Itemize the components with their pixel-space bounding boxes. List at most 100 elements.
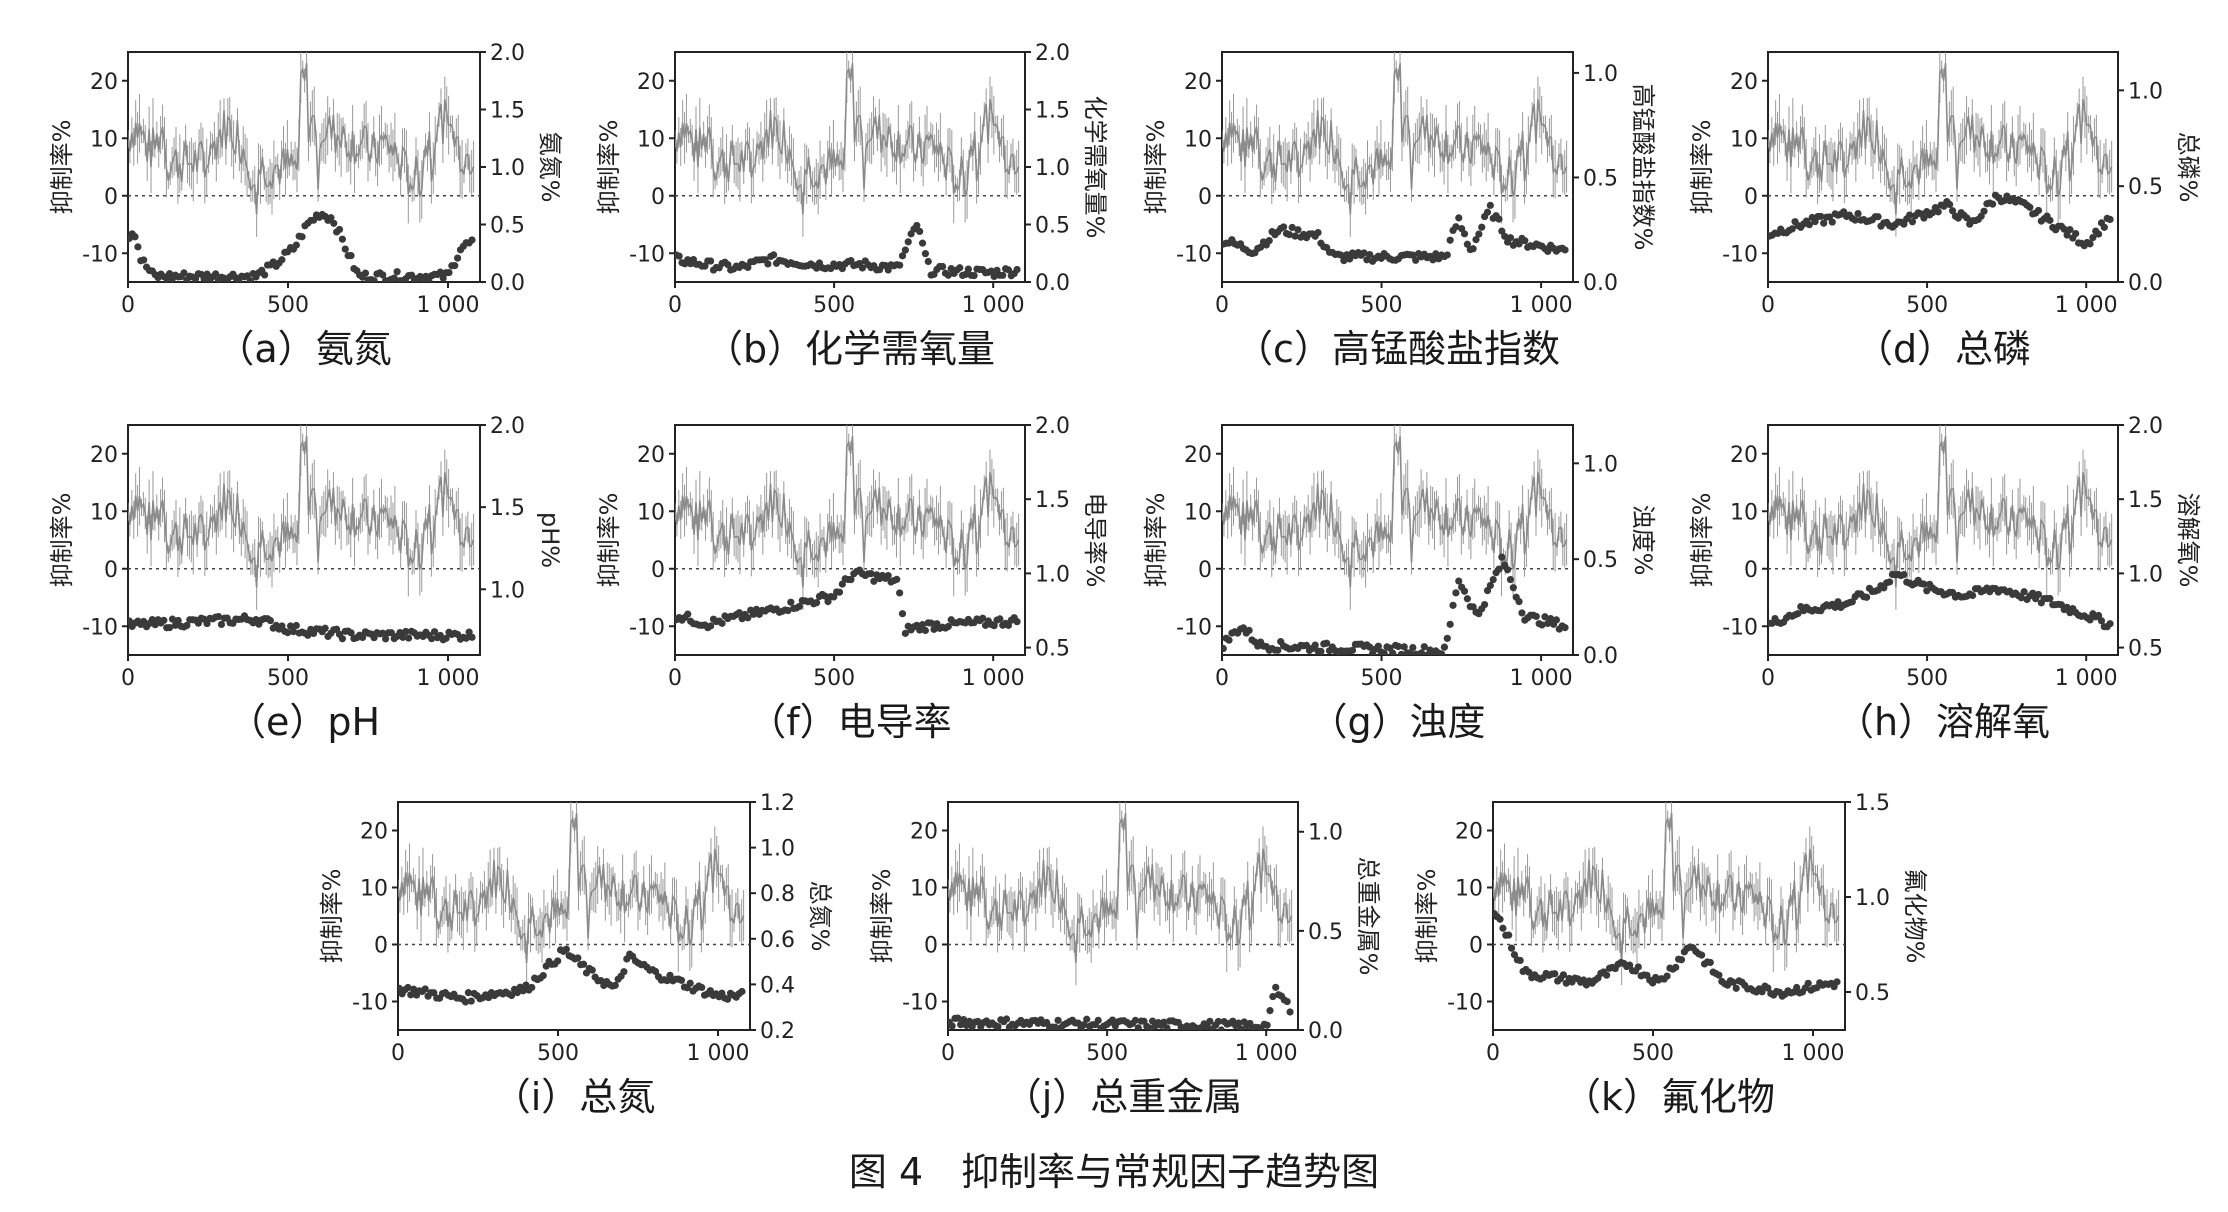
factor-data-point (1954, 214, 1962, 222)
factor-data-point (1920, 214, 1928, 222)
factor-data-point (335, 225, 344, 234)
factor-data-point (948, 1022, 956, 1030)
factor-data-point (1463, 240, 1471, 248)
left-tick-label: 10 (90, 127, 118, 152)
factor-data-point (1363, 256, 1371, 264)
panel-caption: （k）氟化物 (1563, 1075, 1775, 1119)
factor-data-point (1412, 256, 1420, 264)
figure-caption: 图 4 抑制率与常规因子趋势图 (849, 1150, 1379, 1194)
factor-data-point (835, 588, 844, 596)
panel-caption: （d）总磷 (1855, 327, 2031, 371)
factor-data-point (588, 966, 596, 974)
factor-data-point (1472, 235, 1480, 244)
factor-data-point (2034, 590, 2043, 599)
left-axis-label: 抑制率% (1142, 493, 1170, 588)
factor-data-point (987, 267, 995, 275)
x-tick-label: 1 000 (1782, 1041, 1845, 1066)
factor-data-point (1452, 223, 1460, 231)
right-axis-label: 化学需氧量% (1081, 96, 1109, 239)
right-tick-label: 0.5 (1035, 214, 1070, 239)
factor-data-point (2060, 225, 2068, 233)
left-tick-label: 10 (910, 877, 938, 902)
factor-data-point (203, 270, 211, 278)
left-tick-label: 10 (360, 877, 388, 902)
factor-data-point (1499, 924, 1507, 932)
factor-data-point (410, 985, 418, 993)
factor-data-point (1672, 963, 1680, 971)
factor-data-point (666, 971, 674, 979)
x-tick-label: 1 000 (1235, 1041, 1298, 1066)
factor-data-point (1515, 240, 1523, 248)
inhibition-series-line (675, 436, 1020, 588)
factor-data-point (1380, 649, 1388, 655)
factor-data-point (1923, 587, 1931, 595)
factor-data-point (956, 264, 964, 272)
chart-panel-e: 20 10 0 -10 2.0 1.5 1.0 0 500 1 000 抑制率% pH% （e）pH (48, 414, 564, 744)
inhibition-series-line (128, 63, 475, 215)
panel-caption: （e）pH (228, 700, 380, 744)
factor-data-point (338, 235, 346, 243)
factor-data-point (1283, 997, 1291, 1006)
factor-data-point (1269, 992, 1277, 1001)
factor-data-point (2097, 617, 2106, 625)
plot-frame (1221, 424, 1574, 656)
factor-data-point (1263, 1021, 1271, 1029)
factor-data-point (924, 257, 932, 266)
left-tick-label: 0 (651, 185, 665, 210)
left-tick-label: -10 (82, 242, 118, 267)
factor-data-point (2063, 603, 2071, 611)
factor-data-point (554, 957, 562, 965)
x-tick-label: 500 (1906, 293, 1948, 318)
factor-data-point (2026, 203, 2034, 211)
factor-data-point (461, 998, 470, 1006)
factor-data-point (1833, 978, 1841, 986)
factor-data-point (795, 602, 804, 611)
inhibition-series-line (1222, 63, 1568, 215)
factor-data-point (1348, 646, 1357, 654)
factor-data-point (292, 241, 300, 249)
left-axis-label: 抑制率% (595, 120, 623, 215)
factor-data-point (1443, 251, 1451, 259)
x-tick-label: 1 000 (962, 666, 1025, 691)
factor-data-point (1544, 247, 1552, 255)
factor-data-point (904, 238, 912, 246)
factor-data-point (1788, 225, 1796, 233)
factor-data-point (1541, 613, 1549, 621)
factor-data-point (347, 251, 355, 260)
factor-data-point (1443, 634, 1451, 642)
factor-data-point (1758, 988, 1766, 996)
left-tick-label: -10 (1176, 242, 1212, 267)
right-tick-label: 0.5 (490, 214, 525, 239)
right-tick-label: 0.6 (760, 928, 795, 953)
factor-data-point (1503, 566, 1512, 574)
left-tick-label: 0 (104, 558, 118, 583)
left-tick-label: -10 (1447, 991, 1483, 1016)
factor-data-point (1525, 968, 1533, 976)
factor-data-point (513, 989, 521, 997)
factor-data-point (442, 634, 450, 642)
factor-data-point (896, 261, 904, 269)
factor-data-point (180, 269, 188, 277)
factor-data-point (1900, 220, 1908, 228)
factor-data-point (1002, 1015, 1011, 1023)
factor-data-point (1516, 956, 1524, 965)
right-tick-label: 0.0 (1035, 271, 1070, 296)
left-tick-label: 20 (910, 820, 938, 845)
left-tick-label: -10 (1176, 615, 1212, 640)
right-tick-label: 1.5 (1035, 99, 1070, 124)
factor-data-point (1715, 971, 1723, 979)
left-tick-label: 0 (1744, 185, 1758, 210)
factor-data-point (140, 617, 148, 626)
factor-data-point (286, 622, 295, 630)
right-axis-label: 总氮% (806, 881, 834, 952)
factor-data-point (1851, 216, 1859, 224)
factor-data-point (2086, 616, 2094, 624)
right-tick-label: 1.0 (490, 156, 525, 181)
factor-data-point (304, 631, 312, 639)
factor-data-point (1134, 1024, 1142, 1030)
right-tick-label: 1.0 (1583, 62, 1618, 87)
factor-data-point (1420, 643, 1428, 651)
right-tick-label: 1.5 (490, 496, 525, 521)
left-tick-label: 10 (1730, 127, 1758, 152)
right-tick-label: 2.0 (1035, 41, 1070, 66)
